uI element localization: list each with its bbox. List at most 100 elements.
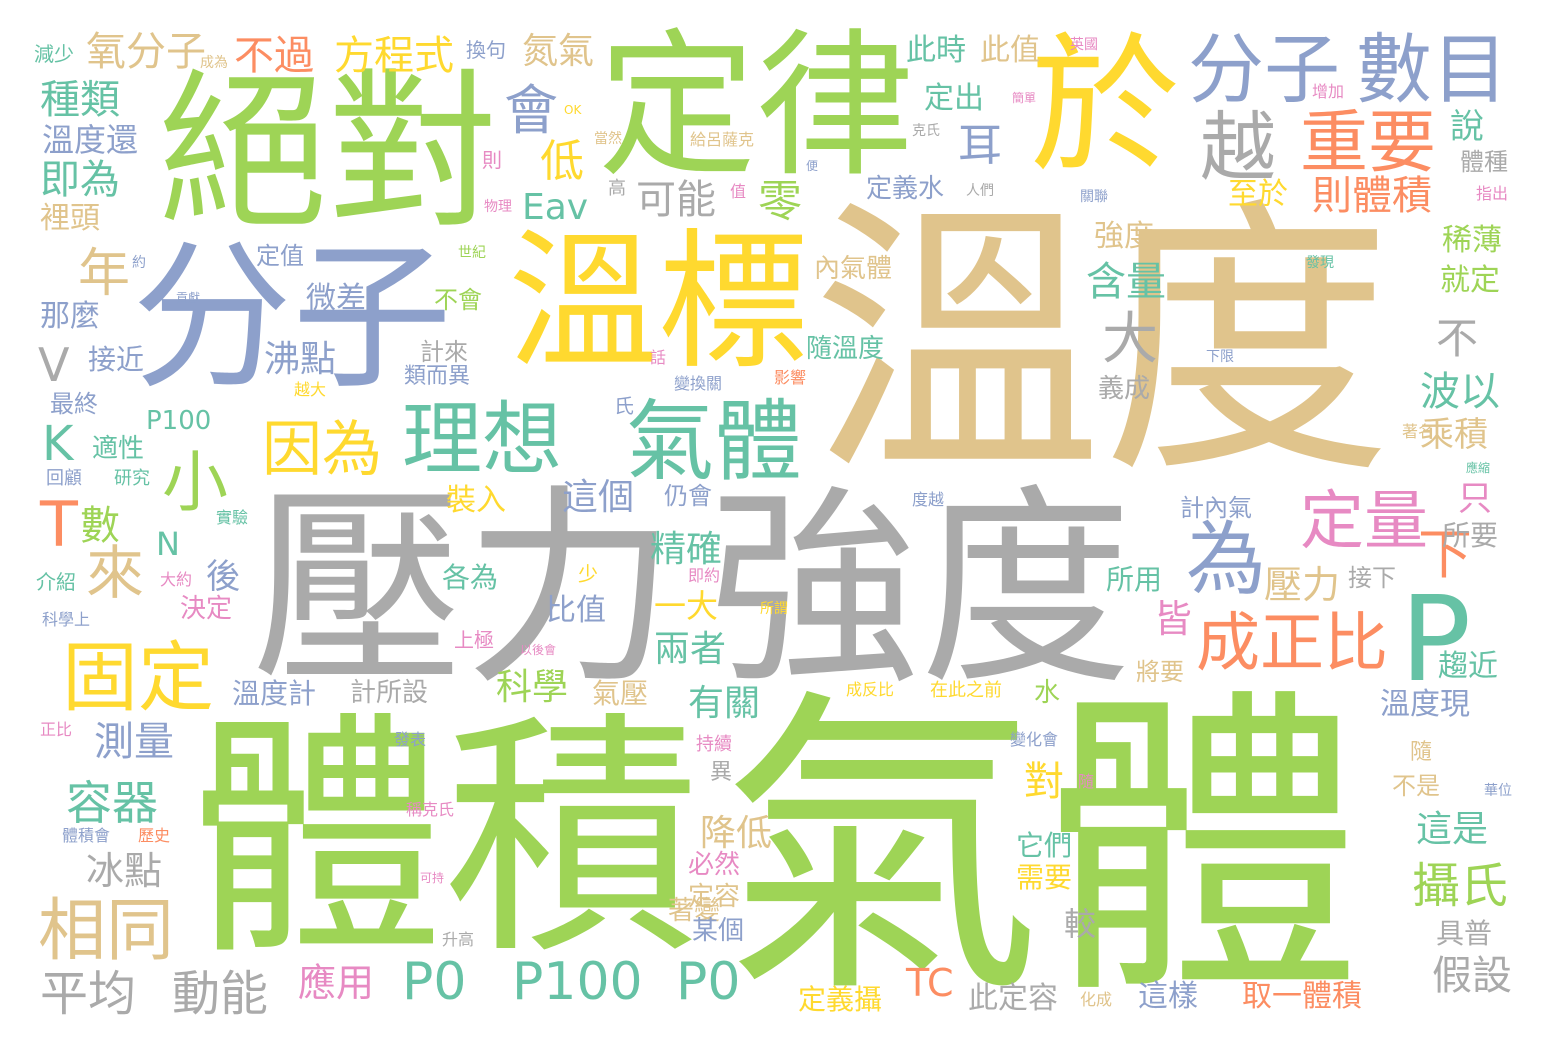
- word-keneng: 可能: [636, 177, 716, 223]
- word-xiaxian: 下限: [1206, 349, 1234, 365]
- word-jilai: 計來: [420, 338, 468, 366]
- word-jiangyao: 將要: [1136, 658, 1184, 686]
- word-p100-a: P100: [512, 952, 643, 1012]
- word-dingchu: 定出: [924, 81, 984, 116]
- word-lishi: 歷史: [138, 826, 171, 845]
- word-shi-clan: 氏: [614, 394, 634, 418]
- word-huanju: 換句: [466, 38, 506, 62]
- word-zhuangru: 裝入: [446, 483, 506, 518]
- word-wenduhai: 溫度還: [42, 121, 139, 159]
- word-jiao: 較: [1064, 905, 1097, 943]
- word-bu: 不: [1436, 314, 1479, 363]
- word-renmen: 人們: [966, 183, 994, 199]
- word-xia: 下: [1418, 523, 1472, 586]
- word-chengfanbi: 成反比: [846, 680, 895, 699]
- word-p100-b: P100: [146, 406, 212, 436]
- word-bianhuanguan: 變換關: [674, 374, 723, 393]
- word-shui: 水: [1034, 678, 1061, 708]
- word-tijihui: 體積會: [62, 826, 111, 845]
- word-wuli: 物理: [484, 199, 512, 215]
- word-ze: 則: [482, 148, 502, 172]
- word-hui: 會: [504, 79, 558, 142]
- word-jianshao: 減少: [34, 42, 74, 66]
- word-mouge: 某個: [692, 916, 745, 946]
- word-qiangdu-small: 強度: [1094, 219, 1154, 254]
- word-shiji: 世紀: [458, 245, 486, 261]
- word-qiti-medium: 氣體: [626, 390, 803, 493]
- word-zaiciqian: 在此之前: [930, 680, 1002, 701]
- word-buhui: 不會: [434, 286, 482, 314]
- word-suoyong: 所用: [1106, 563, 1163, 596]
- word-wendu-large: 溫度: [812, 176, 1392, 513]
- word-huigu: 回顧: [46, 468, 82, 489]
- word-yue: 越: [1200, 103, 1276, 192]
- word-lai: 來: [86, 539, 145, 607]
- word-fenzi-large: 分子: [132, 224, 453, 411]
- word-huawei: 華位: [1484, 783, 1512, 799]
- word-qiangdu: 強度: [708, 466, 1132, 713]
- word-buguo: 不過: [234, 33, 314, 79]
- word-xuyao: 需要: [1016, 861, 1073, 894]
- word-jingque: 精確: [650, 529, 723, 570]
- word-qiya: 氣壓: [592, 677, 649, 710]
- word-youguan: 有關: [688, 683, 761, 724]
- word-geilu: 給呂薩克: [690, 130, 755, 149]
- word-yihouhui: 以後會: [520, 643, 557, 657]
- word-shangji: 上極: [454, 628, 494, 652]
- word-leieryi: 類而異: [404, 364, 471, 389]
- word-fangchengshi: 方程式: [334, 33, 454, 79]
- word-yi: 異: [710, 760, 733, 785]
- word-shumu: 數目: [1356, 25, 1508, 114]
- word-dongneng: 動能: [172, 966, 269, 1022]
- word-dui: 對: [1024, 759, 1064, 805]
- word-weicha: 微差: [306, 281, 366, 316]
- word-dangran: 當然: [594, 131, 622, 147]
- word-zetiji: 則體積: [1312, 173, 1432, 219]
- word-jieshao: 介紹: [36, 570, 76, 594]
- word-feidian: 沸點: [264, 339, 337, 380]
- word-wei: 為: [1186, 513, 1266, 606]
- word-neiqiti: 內氣體: [814, 254, 893, 284]
- word-dingliang: 定量: [1300, 485, 1428, 559]
- word-shuo: 說: [1450, 107, 1484, 147]
- word-jiexia: 接下: [1348, 564, 1396, 592]
- word-ok: OK: [564, 103, 582, 117]
- word-bizhi: 比值: [546, 593, 606, 628]
- word-qiti-large: 氣體: [722, 664, 1362, 1036]
- word-faxian: 發現: [1306, 255, 1334, 271]
- word-yinwei: 因為: [262, 415, 382, 485]
- word-renghui: 仍會: [664, 482, 712, 510]
- word-quyitiji: 取一體積: [1242, 979, 1362, 1014]
- word-gao: 高: [608, 178, 626, 199]
- word-jineiqi: 計內氣: [1180, 494, 1252, 522]
- word-jiangdi: 降低: [700, 813, 773, 854]
- word-chixu: 持續: [696, 734, 732, 755]
- word-bianhuahui: 變化會: [1010, 730, 1059, 749]
- word-lixiang: 理想: [402, 393, 562, 486]
- word-jiyue: 即約: [688, 566, 721, 585]
- word-yida: 一大: [654, 587, 719, 625]
- word-xibo: 稀薄: [1442, 223, 1502, 258]
- word-hou: 後: [206, 557, 240, 597]
- word-dingrong: 定容: [688, 882, 741, 912]
- word-fenzi-small: 分子: [1188, 25, 1340, 114]
- word-ling: 零: [758, 176, 802, 227]
- word-yicheng: 義成: [1098, 374, 1151, 404]
- word-shao: 少: [578, 562, 598, 586]
- word-jiwei: 即為: [40, 157, 120, 203]
- word-qujin: 趨近: [1438, 649, 1498, 684]
- word-zengjia: 增加: [1312, 82, 1345, 101]
- word-yangfenzi: 氧分子: [86, 29, 206, 75]
- word-n: N: [156, 525, 180, 563]
- word-keshi: 克氏: [912, 123, 940, 139]
- word-kechi: 可持: [420, 871, 445, 885]
- word-tizhong: 體種: [1460, 148, 1508, 176]
- word-jie: 皆: [1154, 597, 1193, 641]
- word-zhuming: 著名: [1402, 422, 1435, 441]
- word-di: 低: [540, 136, 584, 187]
- word-yali-small: 壓力: [1264, 563, 1341, 607]
- word-danqi: 氮氣: [522, 31, 595, 72]
- word-yueda: 越大: [294, 380, 327, 399]
- word-jisuoshe: 計所設: [350, 678, 429, 708]
